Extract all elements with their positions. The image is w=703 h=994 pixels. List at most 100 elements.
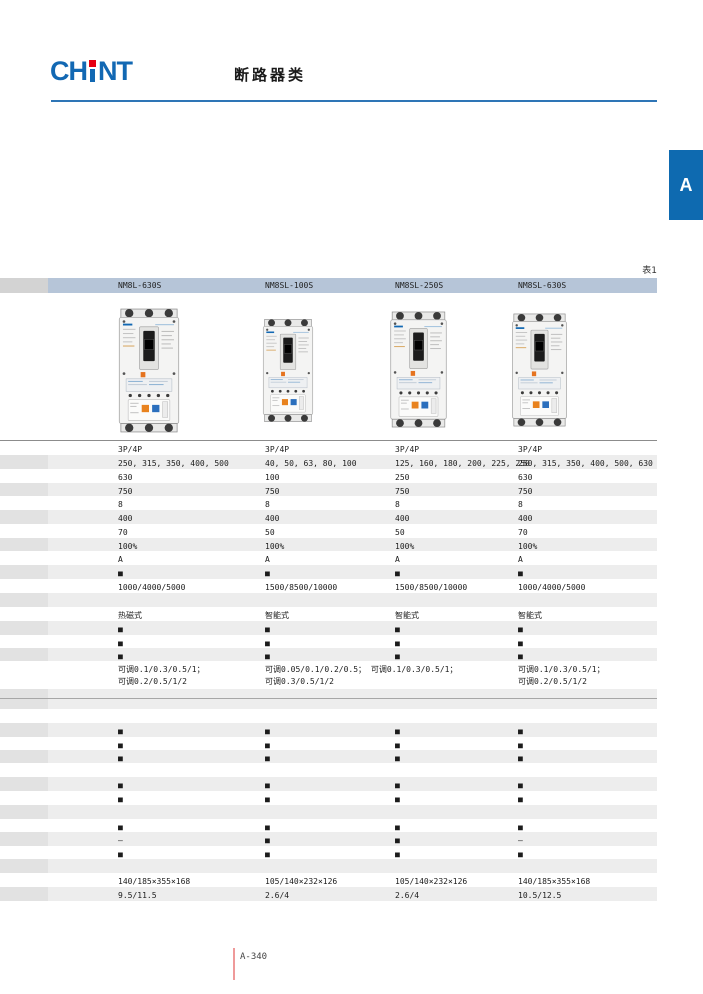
table-row: ■ ■ ■ ■ bbox=[0, 565, 657, 579]
filled-marker: ■ bbox=[118, 850, 123, 859]
row-stub bbox=[0, 648, 48, 661]
table-row bbox=[0, 689, 657, 698]
table-row: 630 100 250 630 bbox=[0, 469, 657, 483]
filled-marker: ■ bbox=[518, 727, 523, 736]
table-cell: 3P/4P bbox=[518, 445, 543, 454]
table-cell: 70 bbox=[518, 528, 528, 537]
table-cell bbox=[395, 699, 518, 709]
filled-marker: ■ bbox=[265, 625, 270, 634]
table-cell bbox=[518, 689, 657, 698]
row-stub bbox=[0, 689, 48, 698]
filled-marker: ■ bbox=[265, 795, 270, 804]
table-row: ■ ■ ■ ■ bbox=[0, 648, 657, 661]
row-stub bbox=[0, 455, 48, 469]
row-stub bbox=[0, 846, 48, 859]
table-cell: 50 bbox=[265, 528, 275, 537]
row-stub bbox=[0, 551, 48, 565]
table-cell bbox=[395, 805, 518, 819]
row-stub bbox=[0, 832, 48, 846]
table-row bbox=[0, 593, 657, 607]
row-stub bbox=[0, 750, 48, 763]
filled-marker: ■ bbox=[518, 569, 523, 578]
filled-marker: ■ bbox=[265, 639, 270, 648]
table-cell bbox=[518, 593, 657, 607]
table-cell bbox=[395, 709, 518, 723]
table-cell: 8 bbox=[395, 500, 400, 509]
filled-marker: ■ bbox=[118, 823, 123, 832]
table-cell: 智能式 bbox=[395, 611, 419, 620]
table-cell bbox=[265, 763, 395, 777]
table-row: ■ ■ ■ ■ bbox=[0, 791, 657, 805]
table-cell: 250 bbox=[395, 473, 410, 482]
table-cell: 250, 315, 350, 400, 500 bbox=[118, 459, 229, 468]
filled-marker: ■ bbox=[518, 781, 523, 790]
table-cell: 750 bbox=[395, 487, 410, 496]
table-cell: 可调0.1/0.3/0.5/1； 可调0.2/0.5/1/2 bbox=[118, 665, 205, 686]
filled-marker: ■ bbox=[265, 781, 270, 790]
table-row: ■ ■ ■ ■ bbox=[0, 777, 657, 791]
table-cell bbox=[118, 709, 265, 723]
table-cell: 400 bbox=[265, 514, 280, 523]
filled-marker: ■ bbox=[118, 639, 123, 648]
table-cell bbox=[265, 805, 395, 819]
table-cell: 140/185×355×168 bbox=[518, 877, 591, 886]
logo-i-stem bbox=[90, 69, 95, 83]
filled-marker: ■ bbox=[395, 781, 400, 790]
table-cell: 智能式 bbox=[265, 611, 289, 620]
table-cell: 1500/8500/10000 bbox=[265, 583, 338, 592]
filled-marker: ■ bbox=[118, 569, 123, 578]
table-cell: 可调0.1/0.3/0.5/1； 可调0.2/0.5/1/2 bbox=[518, 665, 605, 686]
table-cell: A bbox=[518, 555, 523, 564]
table-row: 250, 315, 350, 400, 500 40, 50, 63, 80, 1… bbox=[0, 455, 657, 469]
table-row: ■ ■ ■ ■ bbox=[0, 750, 657, 763]
filled-marker: ■ bbox=[118, 795, 123, 804]
model-header-nm8l-630s: NM8L-630S bbox=[118, 281, 162, 290]
filled-marker: ■ bbox=[518, 625, 523, 634]
filled-marker: ■ bbox=[518, 795, 523, 804]
filled-marker: ■ bbox=[518, 741, 523, 750]
row-stub bbox=[0, 621, 48, 635]
filled-marker: ■ bbox=[118, 652, 123, 661]
table-row bbox=[0, 805, 657, 819]
table-cell: 100% bbox=[518, 542, 538, 551]
filled-marker: ■ bbox=[395, 823, 400, 832]
header-divider bbox=[51, 100, 657, 102]
table-row bbox=[0, 859, 657, 873]
table-cell: 70 bbox=[118, 528, 128, 537]
filled-marker: ■ bbox=[395, 795, 400, 804]
table-row bbox=[0, 698, 657, 709]
table-row: 100% 100% 100% 100% bbox=[0, 538, 657, 551]
row-stub bbox=[0, 635, 48, 648]
row-stub bbox=[0, 873, 48, 887]
row-stub bbox=[0, 593, 48, 607]
filled-marker: ■ bbox=[518, 652, 523, 661]
section-tab-a[interactable]: A bbox=[669, 150, 703, 220]
table-row: 1000/4000/5000 1500/8500/10000 1500/8500/1… bbox=[0, 579, 657, 593]
table-cell: A bbox=[395, 555, 400, 564]
row-stub bbox=[0, 723, 48, 737]
table-row: — ■ ■ — bbox=[0, 832, 657, 846]
row-stub bbox=[0, 805, 48, 819]
table-cell: 105/140×232×126 bbox=[265, 877, 338, 886]
filled-marker: ■ bbox=[118, 625, 123, 634]
table-cell: 3P/4P bbox=[395, 445, 420, 454]
filled-marker: ■ bbox=[265, 836, 270, 845]
filled-marker: ■ bbox=[395, 754, 400, 763]
row-stub bbox=[0, 483, 48, 496]
table-row: 9.5/11.5 2.6/4 2.6/4 10.5/12.5 bbox=[0, 887, 657, 901]
table-cell: 8 bbox=[265, 500, 270, 509]
row-stub bbox=[0, 699, 48, 709]
model-header-nm8sl-100s: NM8SL-100S bbox=[265, 281, 314, 290]
table-row: 热磁式 智能式 智能式 智能式 bbox=[0, 607, 657, 621]
product-image-nm8sl-630s bbox=[511, 311, 568, 429]
table-cell: 9.5/11.5 bbox=[118, 891, 157, 900]
table-cell: 100% bbox=[265, 542, 285, 551]
row-stub bbox=[0, 469, 48, 483]
spec-table-body: 3P/4P 3P/4P 3P/4P 3P/4P 250, 315, 350, 400, … bbox=[0, 440, 657, 901]
product-images-row bbox=[0, 293, 657, 440]
table-cell: 8 bbox=[518, 500, 523, 509]
table-cell: 8 bbox=[118, 500, 123, 509]
table-row: ■ ■ ■ ■ bbox=[0, 819, 657, 832]
filled-marker: ■ bbox=[395, 569, 400, 578]
table-row: ■ ■ ■ ■ bbox=[0, 723, 657, 737]
